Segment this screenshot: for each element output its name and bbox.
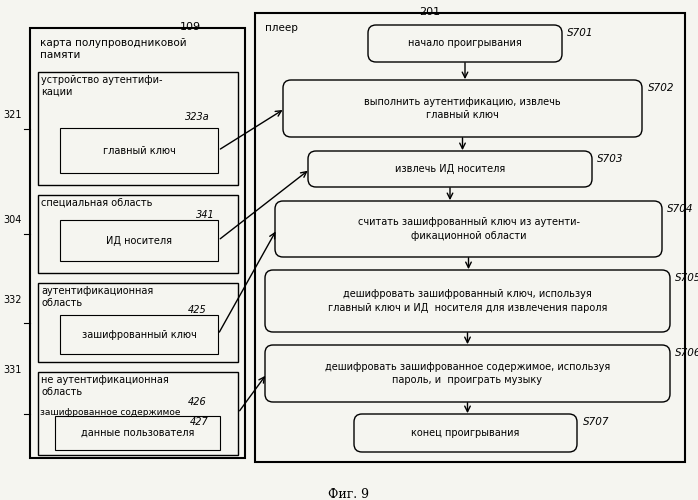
Text: дешифровать зашифрованный ключ, используя
главный ключ и ИД  носителя для извлеч: дешифровать зашифрованный ключ, использу… bbox=[328, 290, 607, 312]
Bar bbox=[30, 28, 245, 458]
Text: 332: 332 bbox=[3, 295, 22, 305]
Text: ИД носителя: ИД носителя bbox=[106, 236, 172, 246]
Text: начало проигрывания: начало проигрывания bbox=[408, 38, 522, 48]
Bar bbox=[60, 220, 218, 261]
Text: S705: S705 bbox=[675, 273, 698, 283]
Text: Фиг. 9: Фиг. 9 bbox=[329, 488, 369, 500]
Text: S702: S702 bbox=[648, 83, 674, 93]
Bar bbox=[38, 283, 238, 362]
Text: 425: 425 bbox=[188, 305, 207, 315]
Text: зашифрованное содержимое: зашифрованное содержимое bbox=[40, 408, 181, 417]
Text: плеер: плеер bbox=[265, 23, 298, 33]
Text: специальная область: специальная область bbox=[41, 198, 152, 208]
FancyBboxPatch shape bbox=[368, 25, 562, 62]
FancyBboxPatch shape bbox=[283, 80, 642, 137]
Text: 331: 331 bbox=[3, 365, 22, 375]
Text: 321: 321 bbox=[3, 110, 22, 120]
Text: 426: 426 bbox=[188, 397, 207, 407]
FancyBboxPatch shape bbox=[265, 345, 670, 402]
Text: главный ключ: главный ключ bbox=[103, 146, 175, 156]
Bar bbox=[60, 128, 218, 173]
Text: не аутентификационная
область: не аутентификационная область bbox=[41, 375, 169, 396]
Bar bbox=[255, 13, 685, 462]
Text: считать зашифрованный ключ из аутенти-
фикационной области: считать зашифрованный ключ из аутенти- ф… bbox=[357, 218, 579, 240]
FancyBboxPatch shape bbox=[354, 414, 577, 452]
Text: S703: S703 bbox=[597, 154, 623, 164]
Text: S701: S701 bbox=[567, 28, 593, 38]
Text: зашифрованный ключ: зашифрованный ключ bbox=[82, 330, 196, 340]
FancyBboxPatch shape bbox=[308, 151, 592, 187]
Text: выполнить аутентификацию, извлечь
главный ключ: выполнить аутентификацию, извлечь главны… bbox=[364, 97, 560, 120]
Text: S707: S707 bbox=[583, 417, 609, 427]
FancyBboxPatch shape bbox=[265, 270, 670, 332]
Text: 341: 341 bbox=[196, 210, 215, 220]
Bar bbox=[38, 195, 238, 273]
Text: 201: 201 bbox=[419, 7, 440, 17]
Text: конец проигрывания: конец проигрывания bbox=[411, 428, 520, 438]
Text: 323a: 323a bbox=[185, 112, 210, 122]
Text: аутентификационная
область: аутентификационная область bbox=[41, 286, 154, 308]
Text: устройство аутентифи-
кации: устройство аутентифи- кации bbox=[41, 75, 163, 96]
Text: дешифровать зашифрованное содержимое, используя
пароль, и  проиграть музыку: дешифровать зашифрованное содержимое, ис… bbox=[325, 362, 610, 385]
FancyBboxPatch shape bbox=[275, 201, 662, 257]
Text: 109: 109 bbox=[179, 22, 200, 32]
Bar bbox=[60, 315, 218, 354]
Text: данные пользователя: данные пользователя bbox=[81, 428, 194, 438]
Bar bbox=[38, 72, 238, 185]
Text: 427: 427 bbox=[190, 417, 209, 427]
Text: 304: 304 bbox=[3, 215, 22, 225]
Bar bbox=[55, 416, 220, 450]
Text: карта полупроводниковой
памяти: карта полупроводниковой памяти bbox=[40, 38, 186, 60]
Text: извлечь ИД носителя: извлечь ИД носителя bbox=[395, 164, 505, 174]
Text: S706: S706 bbox=[675, 348, 698, 358]
Text: S704: S704 bbox=[667, 204, 694, 214]
Bar bbox=[38, 372, 238, 455]
